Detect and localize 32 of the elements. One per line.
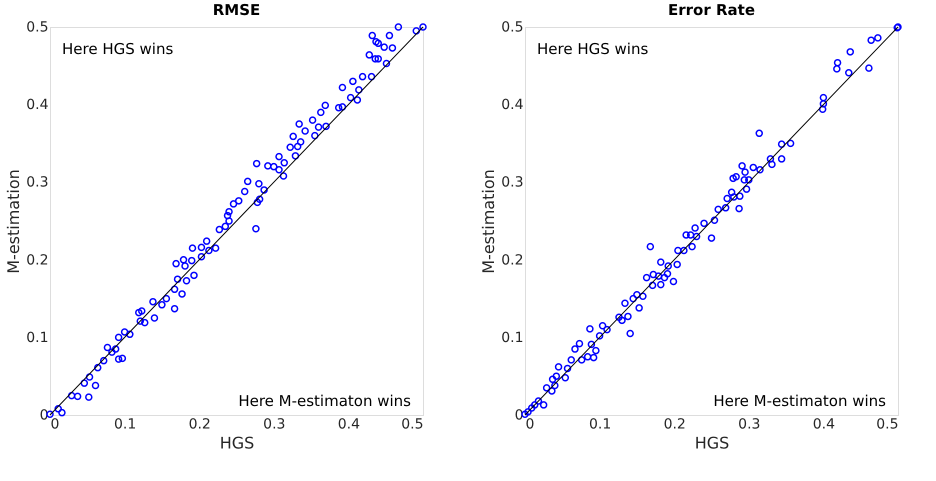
y-tick-label: 0.4 xyxy=(501,97,524,114)
x-tick-label: 0.5 xyxy=(876,416,898,432)
y-tick-label: 0.3 xyxy=(501,174,524,191)
x-axis-title: HGS xyxy=(220,434,254,452)
x-tick-label: 0.2 xyxy=(188,416,211,432)
annotation: Here HGS wins xyxy=(537,40,648,58)
chart-title: Error Rate xyxy=(668,1,755,19)
chart-title: RMSE xyxy=(212,1,260,19)
x-tick-label: 0.5 xyxy=(401,416,424,432)
y-tick-label: 0.2 xyxy=(501,252,524,268)
x-tick-label: 0 xyxy=(526,416,534,432)
y-tick-label: 0.5 xyxy=(26,20,48,36)
y-tick-label: 0.5 xyxy=(501,20,524,36)
x-tick-label: 0.4 xyxy=(338,416,360,432)
x-tick-label: 0.3 xyxy=(738,416,760,432)
x-tick-label: 0 xyxy=(50,416,60,432)
x-tick-label: 0.3 xyxy=(263,416,286,432)
x-tick-label: 0.1 xyxy=(114,416,136,432)
y-axis-title: M-estimation xyxy=(479,169,498,274)
y-tick-label: 0.2 xyxy=(26,252,48,268)
y-axis-title: M-estimation xyxy=(4,169,24,274)
y-tick-label: 0.4 xyxy=(26,97,49,114)
annotation: Here M-estimaton wins xyxy=(713,392,886,410)
annotation: Here M-estimaton wins xyxy=(238,392,412,410)
x-tick-label: 0.2 xyxy=(664,416,686,432)
x-tick-label: 0.4 xyxy=(812,416,836,432)
y-tick-label: 0.1 xyxy=(26,330,48,346)
x-tick-label: 0.1 xyxy=(588,416,612,432)
annotation: Here HGS wins xyxy=(62,40,174,58)
y-tick-label: 0.3 xyxy=(26,174,48,191)
y-tick-label: 0.1 xyxy=(501,330,524,346)
x-axis-title: HGS xyxy=(694,434,730,452)
